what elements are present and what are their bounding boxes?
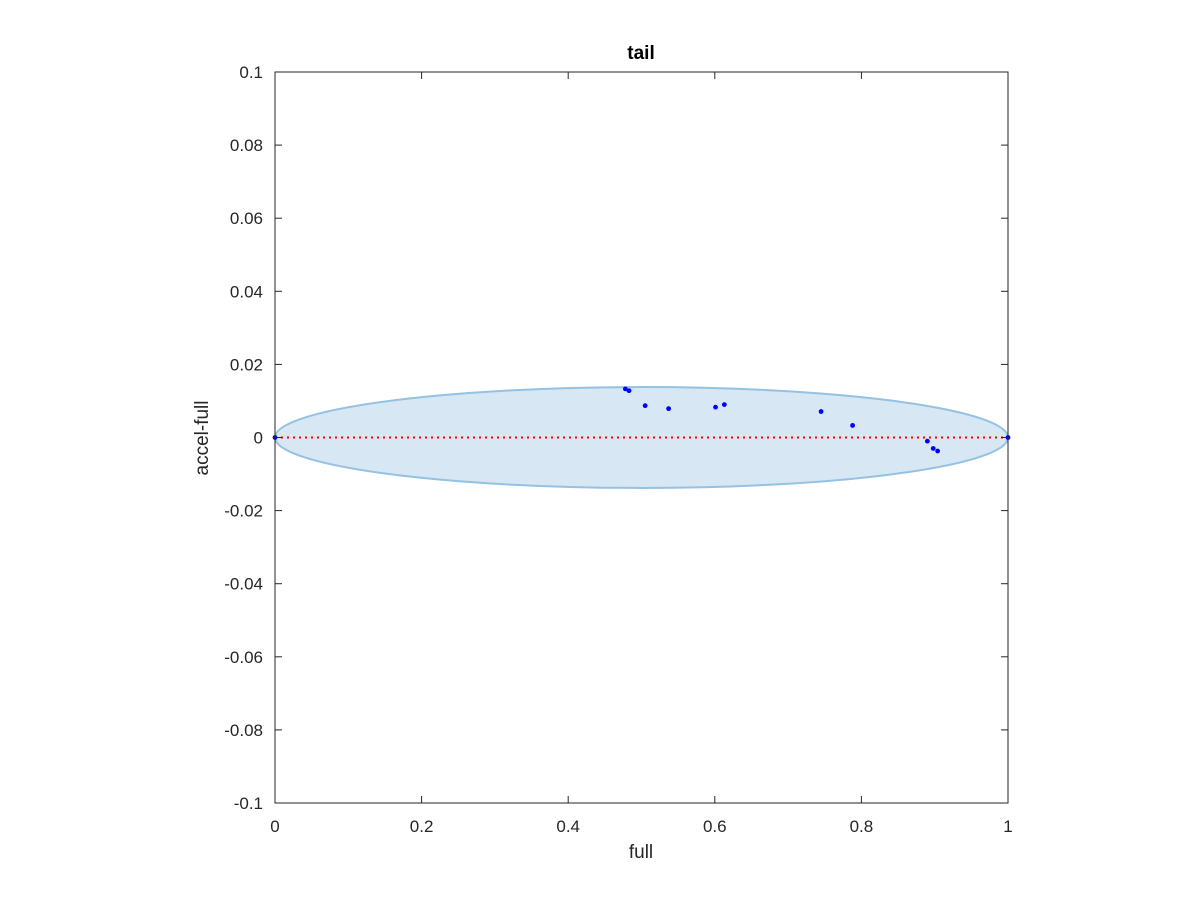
data-point-9 <box>924 438 930 444</box>
data-point-1 <box>622 386 628 392</box>
data-point-7 <box>818 409 824 414</box>
data-point-4 <box>666 406 672 412</box>
chart-title: tail <box>627 43 654 64</box>
x-axis-title: full <box>629 842 653 863</box>
data-point-6 <box>721 402 727 408</box>
x-tick-label-4: 0.8 <box>850 817 874 836</box>
y-tick-label-4: 0.02 <box>230 355 263 374</box>
x-tick-label-3: 0.6 <box>703 817 727 836</box>
ticks-layer: 0 0.2 0.4 0.6 0.8 1 0.1 0.08 0.06 0.04 0.02 0 -0.02 -… <box>224 63 1012 836</box>
y-tick-label-2: 0.06 <box>230 209 263 228</box>
y-tick-label-5: 0 <box>254 429 263 448</box>
y-tick-label-8: -0.06 <box>224 648 263 667</box>
x-tick-label-2: 0.4 <box>556 817 580 836</box>
x-tick-label-1: 0.2 <box>410 817 434 836</box>
y-axis-title: accel-full <box>192 401 213 476</box>
y-tick-label-6: -0.02 <box>224 502 263 521</box>
data-point-10 <box>930 446 936 451</box>
data-point-3 <box>642 403 648 409</box>
y-tick-label-10: -0.1 <box>234 794 263 813</box>
y-tick-label-9: -0.08 <box>224 721 263 740</box>
data-layer <box>272 386 1011 489</box>
data-point-5 <box>713 404 718 410</box>
y-tick-label-0: 0.1 <box>239 63 263 82</box>
y-tick-label-3: 0.04 <box>230 282 263 301</box>
y-tick-label-7: -0.04 <box>224 575 263 594</box>
data-point-11 <box>935 448 941 454</box>
x-tick-label-0: 0 <box>270 817 279 836</box>
x-tick-label-5: 1 <box>1003 817 1012 836</box>
data-point-2 <box>626 388 632 394</box>
y-tick-label-1: 0.08 <box>230 136 263 155</box>
data-point-8 <box>850 423 856 428</box>
